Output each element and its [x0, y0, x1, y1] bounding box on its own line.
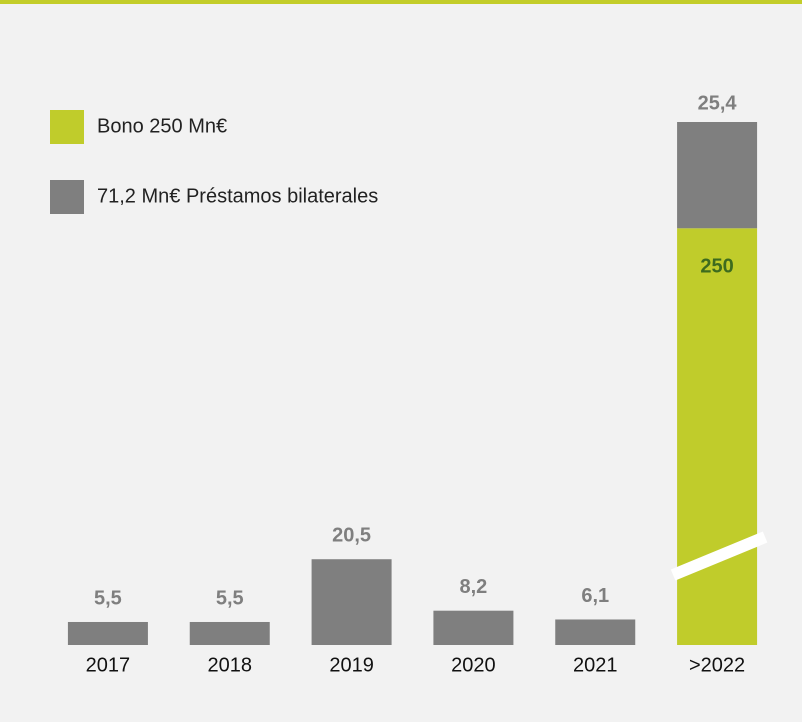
bar-segment [555, 619, 636, 645]
x-tick-label: 2020 [451, 654, 496, 676]
value-label: 20,5 [332, 525, 371, 547]
x-tick-label: 2017 [86, 654, 131, 676]
value-label: 6,1 [581, 585, 609, 607]
bar-segment [189, 621, 270, 645]
x-tick-label: >2022 [689, 654, 745, 676]
x-tick-label: 2019 [329, 654, 374, 676]
bar-segment [67, 621, 148, 645]
bar-segment [677, 228, 758, 645]
x-tick-label: 2018 [208, 654, 253, 676]
value-label: 25,4 [698, 92, 738, 114]
bar-segment [311, 559, 392, 645]
legend-label: 71,2 Mn€ Préstamos bilaterales [97, 185, 378, 207]
legend-swatch [50, 110, 84, 144]
legend-swatch [50, 180, 84, 214]
value-label: 250 [700, 256, 733, 278]
bar-segment [677, 122, 758, 229]
legend-label: Bono 250 Mn€ [97, 115, 227, 137]
value-label: 5,5 [216, 587, 244, 609]
axis-break [670, 531, 768, 581]
value-label: 5,5 [94, 587, 122, 609]
top-rule [0, 0, 802, 4]
value-label: 8,2 [460, 576, 488, 598]
bar-segment [433, 610, 514, 645]
x-tick-label: 2021 [573, 654, 618, 676]
